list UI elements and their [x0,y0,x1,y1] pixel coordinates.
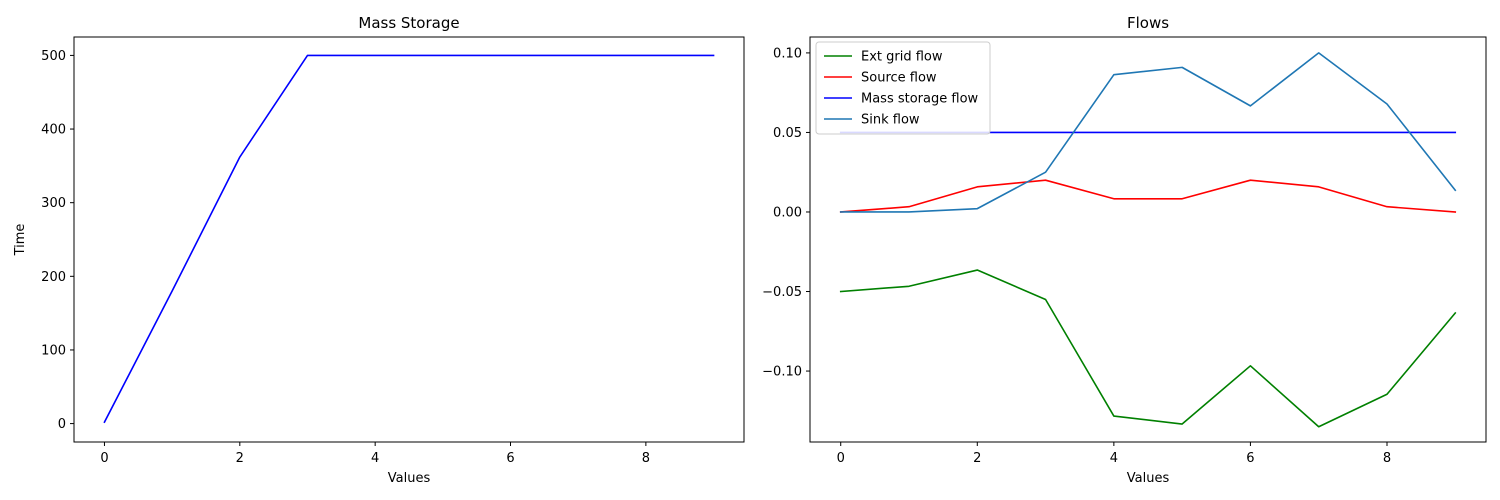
y-tick-label: 400 [41,123,66,138]
chart-title: Flows [1127,14,1169,32]
y-tick-label: −0.05 [762,285,802,300]
x-axis-label: Values [1127,471,1170,486]
y-tick-label: 0.05 [773,126,802,141]
legend-label-mass-storage-flow: Mass storage flow [861,92,979,107]
flows-chart: Flows Values 0 2 4 6 8 −0.10 −0.05 0.00 0.05 0.10 Ex… [762,14,1487,486]
legend-label-sink-flow: Sink flow [861,113,920,128]
y-axis-label: Time [13,224,28,257]
series-line [103,54,715,424]
x-tick-label: 8 [642,451,650,466]
x-tick-label: 8 [1383,451,1391,466]
series-line-source-flow [839,179,1457,213]
x-axis-label: Values [388,471,431,486]
y-tick-label: 300 [41,196,66,211]
legend-box [815,41,991,135]
y-tick-label: 100 [41,343,66,358]
series-line-sink-flow [839,52,1457,213]
legend-label-source-flow: Source flow [861,71,937,86]
y-tick-label: 0 [58,417,66,432]
x-tick-label: 0 [837,451,845,466]
x-tick-label: 2 [973,451,981,466]
y-tick-label: −0.10 [762,365,802,380]
y-tick-label: 500 [41,49,66,64]
plot-frame [73,36,745,443]
y-tick-label: 0.10 [773,46,802,61]
x-tick-label: 6 [506,451,514,466]
plot-frame [809,36,1487,443]
legend: Ext grid flow Source flow Mass storage flo… [815,41,991,135]
y-tick-label: 0.00 [773,205,802,220]
mass-storage-chart: Mass Storage Values Time 0 2 4 6 8 0 100 200 300 400… [13,14,745,486]
x-tick-label: 4 [1110,451,1118,466]
y-tick-label: 200 [41,270,66,285]
x-tick-label: 4 [371,451,379,466]
chart-title: Mass Storage [358,14,459,32]
x-tick-label: 0 [100,451,108,466]
series-line-ext-grid-flow [839,269,1457,428]
x-tick-label: 6 [1246,451,1254,466]
x-tick-label: 2 [236,451,244,466]
legend-label-ext-grid-flow: Ext grid flow [861,50,943,65]
